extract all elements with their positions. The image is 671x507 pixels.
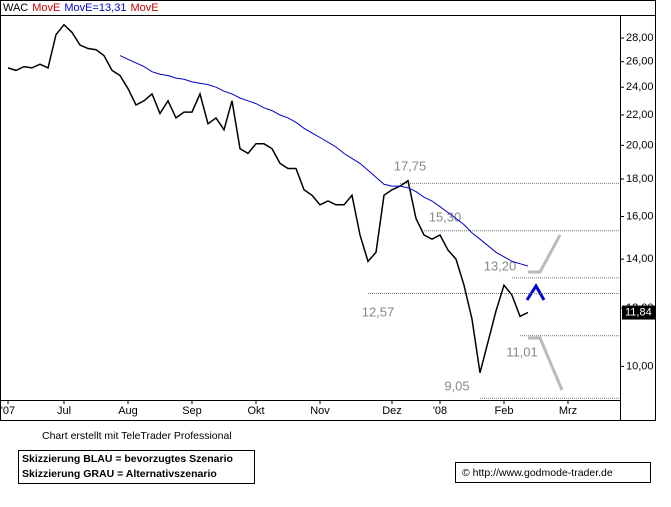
frame xyxy=(0,0,656,421)
x-tick-label: Okt xyxy=(247,405,264,417)
scenario-gray xyxy=(528,234,562,274)
y-tick-label: 20,00 xyxy=(626,139,654,151)
scenario-gray xyxy=(528,336,564,391)
x-tick-label: Mrz xyxy=(559,405,577,417)
y-tick-label: 28,00 xyxy=(626,32,654,44)
y-tick-label: 22,00 xyxy=(626,109,654,121)
level-label: 13,20 xyxy=(484,258,517,273)
x-tick-label: Feb xyxy=(495,405,514,417)
y-tick-label: 18,00 xyxy=(626,173,654,185)
x-tick-label: Nov xyxy=(310,405,330,417)
legend: WAC MovE MovE=13,31 MovE xyxy=(3,2,159,14)
last-price-box xyxy=(622,305,655,320)
y-tick-label: 26,00 xyxy=(626,56,654,68)
y-tick-label: 10,00 xyxy=(626,360,654,372)
level-label: 11,01 xyxy=(506,344,538,359)
y-tick-label: 14,00 xyxy=(626,253,654,265)
credit: Chart erstellt mit TeleTrader Profession… xyxy=(42,430,232,442)
x-tick-label: '07 xyxy=(1,405,15,417)
copyright-box xyxy=(455,462,651,483)
x-tick-label: Aug xyxy=(118,405,138,417)
legend-entry: WAC xyxy=(3,2,28,14)
series-line xyxy=(7,23,529,373)
y-tick-label: 16,00 xyxy=(626,210,654,222)
note-box xyxy=(18,450,255,484)
scenario-blue xyxy=(525,283,546,301)
x-tick-label: Dez xyxy=(382,405,402,417)
copyright[interactable]: © http://www.godmode-trader.de xyxy=(462,467,613,479)
x-tick-label: Jul xyxy=(57,405,71,417)
legend-entry: MovE xyxy=(130,2,158,14)
level-label: 9,05 xyxy=(444,378,469,393)
level-label: 12,57 xyxy=(362,304,395,319)
last-price-label: 11,84 xyxy=(625,306,652,318)
level-label: 15,30 xyxy=(429,209,462,224)
note: Skizzierung GRAU = Alternativszenario xyxy=(22,468,217,480)
note: Skizzierung BLAU = bevorzugtes Szenario xyxy=(22,453,233,465)
legend-entry: MovE=13,31 xyxy=(64,2,126,14)
x-tick-label: Sep xyxy=(182,405,202,417)
legend-entry: MovE xyxy=(32,2,60,14)
y-tick-label: 24,00 xyxy=(626,81,654,93)
series-line xyxy=(119,55,529,267)
level-label: 17,75 xyxy=(394,158,427,173)
x-tick-label: '08 xyxy=(433,405,447,417)
